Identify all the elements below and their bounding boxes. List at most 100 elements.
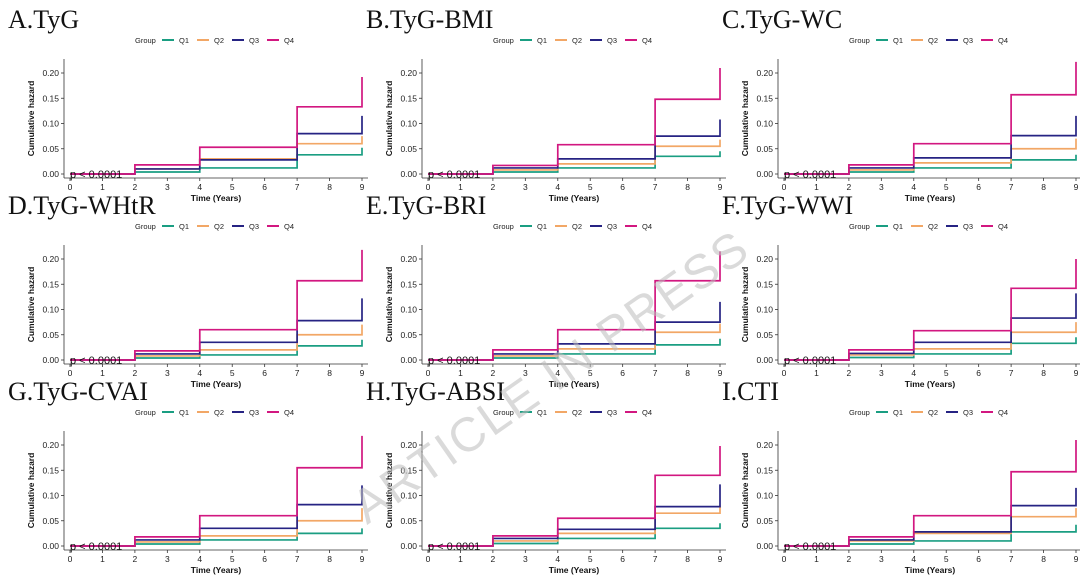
x-tick-label: 5: [230, 182, 235, 192]
legend-label-q2: Q2: [928, 222, 938, 231]
y-tick-label: 0.05: [400, 144, 417, 154]
p-value-annotation: p < 0.0001: [784, 541, 836, 553]
x-tick-label: 0: [68, 182, 73, 192]
x-tick-label: 3: [879, 554, 884, 564]
p-value-annotation: p < 0.0001: [784, 355, 836, 367]
panels: A.TyG Group Q1 Q2 Q3 Q4 0.00 0.05 0.10 0.15 0.20 0 1…: [8, 5, 1080, 575]
legend-label-q3: Q3: [607, 36, 617, 45]
y-tick-label: 0.05: [756, 144, 773, 154]
p-value-annotation: p < 0.0001: [784, 169, 836, 181]
y-tick-label: 0.00: [400, 169, 417, 179]
x-tick-label: 3: [879, 182, 884, 192]
x-tick-label: 4: [555, 554, 560, 564]
p-value-annotation: p < 0.0001: [70, 169, 122, 181]
x-tick-label: 5: [944, 554, 949, 564]
x-axis-label: Time (Years): [549, 193, 600, 203]
y-tick-label: 0.00: [42, 541, 59, 551]
legend-label-q3: Q3: [249, 408, 259, 417]
legend-label-q4: Q4: [284, 222, 294, 231]
hazard-curve-q4: [428, 446, 721, 547]
y-tick-label: 0.00: [400, 355, 417, 365]
x-tick-label: 8: [327, 182, 332, 192]
y-axis-label: Cumulative hazard: [26, 453, 36, 529]
hazard-curve-q4: [70, 77, 363, 175]
legend-label-q3: Q3: [963, 222, 973, 231]
x-tick-label: 2: [847, 182, 852, 192]
legend-label-q2: Q2: [214, 222, 224, 231]
y-tick-label: 0.05: [756, 516, 773, 526]
y-axis-label: Cumulative hazard: [384, 81, 394, 157]
x-tick-label: 0: [426, 182, 431, 192]
y-tick-label: 0.20: [756, 254, 773, 264]
legend-label-q1: Q1: [893, 222, 903, 231]
x-axis-label: Time (Years): [191, 379, 242, 389]
legend-label-q2: Q2: [572, 408, 582, 417]
km-panel: I.CTI Group Q1 Q2 Q3 Q4 0.00 0.05 0.10 0.15 0.20 0 1…: [722, 377, 1080, 575]
y-tick-label: 0.05: [400, 516, 417, 526]
y-tick-label: 0.00: [42, 355, 59, 365]
km-panel: G.TyG-CVAI Group Q1 Q2 Q3 Q4 0.00 0.05 0.10 0.15 0…: [8, 377, 368, 575]
p-value-annotation: p < 0.0001: [70, 541, 122, 553]
km-panel: A.TyG Group Q1 Q2 Q3 Q4 0.00 0.05 0.10 0.15 0.20 0 1…: [8, 5, 368, 203]
y-tick-label: 0.20: [400, 440, 417, 450]
x-tick-label: 8: [327, 554, 332, 564]
legend-label-q3: Q3: [607, 408, 617, 417]
x-tick-label: 5: [944, 182, 949, 192]
y-tick-label: 0.20: [42, 440, 59, 450]
y-axis-label: Cumulative hazard: [384, 453, 394, 529]
legend-title: Group: [135, 408, 156, 417]
y-tick-label: 0.05: [42, 516, 59, 526]
panel-title: H.TyG-ABSI: [366, 377, 505, 406]
x-tick-label: 4: [555, 368, 560, 378]
legend-label-q3: Q3: [963, 408, 973, 417]
x-tick-label: 1: [814, 554, 819, 564]
legend-label-q4: Q4: [642, 36, 652, 45]
x-axis-label: Time (Years): [191, 193, 242, 203]
x-tick-label: 7: [1009, 182, 1014, 192]
legend-label-q4: Q4: [998, 36, 1008, 45]
legend-label-q4: Q4: [998, 222, 1008, 231]
legend-label-q3: Q3: [963, 36, 973, 45]
y-tick-label: 0.10: [756, 119, 773, 129]
hazard-curve-q3: [70, 115, 363, 175]
legend-label-q1: Q1: [179, 222, 189, 231]
x-tick-label: 8: [1041, 554, 1046, 564]
x-tick-label: 7: [653, 368, 658, 378]
y-axis-label: Cumulative hazard: [26, 81, 36, 157]
y-tick-label: 0.15: [400, 93, 417, 103]
x-tick-label: 2: [491, 368, 496, 378]
x-tick-label: 7: [1009, 368, 1014, 378]
x-tick-label: 9: [1074, 368, 1079, 378]
x-tick-label: 9: [718, 368, 723, 378]
y-tick-label: 0.15: [756, 465, 773, 475]
x-tick-label: 0: [782, 554, 787, 564]
y-axis-label: Cumulative hazard: [740, 81, 750, 157]
y-tick-label: 0.10: [42, 119, 59, 129]
hazard-curve-q4: [70, 249, 363, 361]
legend-label-q1: Q1: [179, 408, 189, 417]
hazard-curve-q3: [784, 115, 1077, 175]
legend-label-q3: Q3: [607, 222, 617, 231]
x-axis-label: Time (Years): [549, 565, 600, 575]
hazard-curve-q4: [428, 251, 721, 361]
x-tick-label: 4: [911, 182, 916, 192]
x-tick-label: 8: [685, 182, 690, 192]
x-tick-label: 7: [295, 182, 300, 192]
panel-title: D.TyG-WHtR: [8, 191, 156, 220]
x-axis-label: Time (Years): [905, 193, 956, 203]
x-axis-label: Time (Years): [191, 565, 242, 575]
x-tick-label: 5: [588, 554, 593, 564]
x-tick-label: 1: [458, 554, 463, 564]
x-tick-label: 6: [976, 182, 981, 192]
y-tick-label: 0.10: [42, 491, 59, 501]
legend-label-q2: Q2: [928, 408, 938, 417]
y-tick-label: 0.10: [756, 491, 773, 501]
x-tick-label: 6: [620, 182, 625, 192]
x-tick-label: 5: [230, 554, 235, 564]
y-tick-label: 0.00: [42, 169, 59, 179]
x-tick-label: 5: [588, 368, 593, 378]
km-panel: E.TyG-BRI Group Q1 Q2 Q3 Q4 0.00 0.05 0.10 0.15 0.…: [366, 191, 726, 389]
p-value-annotation: p < 0.0001: [428, 355, 480, 367]
x-tick-label: 8: [327, 368, 332, 378]
